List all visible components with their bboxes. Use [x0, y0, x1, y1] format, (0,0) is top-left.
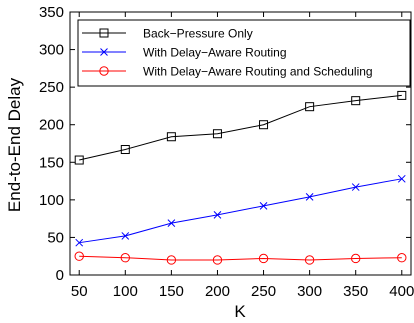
data-point [74, 155, 84, 165]
data-point [74, 251, 84, 261]
x-tick-label: 350 [343, 283, 368, 300]
y-tick-label: 0 [56, 267, 64, 284]
data-point [259, 202, 268, 210]
x-tick-label: 300 [297, 283, 322, 300]
x-axis: 50 100 150 200 250 300 350 400 [71, 12, 414, 300]
legend-box [77, 19, 411, 87]
data-point [166, 255, 177, 265]
data-point [397, 174, 406, 183]
legend-items: Back−Pressure Only With Delay−Aware Routi… [82, 27, 373, 79]
series-layer [74, 90, 407, 265]
data-point [351, 96, 361, 106]
series-3 [74, 251, 407, 265]
series-line [79, 255, 402, 261]
series-1 [74, 90, 407, 165]
legend-marker [99, 66, 109, 76]
y-tick-label: 350 [39, 4, 64, 21]
data-point [212, 129, 222, 139]
y-axis-title: End-to-End Delay [5, 77, 24, 212]
data-point [121, 232, 130, 240]
legend-entry-3: With Delay−Aware Routing and Scheduling [82, 65, 373, 79]
data-point [304, 255, 315, 265]
x-tick-label: 400 [389, 283, 414, 300]
data-point [213, 211, 222, 219]
legend-entry-1: Back−Pressure Only [82, 27, 253, 41]
x-tick-label: 50 [71, 283, 88, 300]
data-point [397, 253, 407, 263]
y-tick-label: 50 [47, 229, 64, 246]
x-tick-label: 150 [159, 283, 184, 300]
y-tick-label: 250 [39, 79, 64, 96]
data-point [305, 192, 314, 201]
data-point [166, 132, 176, 142]
series-2 [75, 174, 406, 247]
legend-marker [100, 48, 108, 56]
legend-marker [99, 28, 109, 38]
series-line [79, 94, 402, 161]
data-point [212, 255, 223, 265]
x-tick-label: 100 [113, 283, 138, 300]
y-tick-label: 200 [39, 117, 64, 134]
x-axis-title: K [234, 302, 246, 321]
data-point [305, 102, 315, 112]
y-tick-label: 100 [39, 192, 64, 209]
series-line [79, 178, 402, 244]
data-point [75, 238, 84, 247]
data-point [351, 253, 361, 264]
legend-label: Back−Pressure Only [143, 27, 253, 41]
data-point [258, 253, 269, 264]
data-point [397, 90, 407, 100]
legend-entry-2: With Delay−Aware Routing [82, 46, 287, 60]
data-point [167, 219, 176, 228]
legend: Back−Pressure Only With Delay−Aware Routi… [77, 19, 411, 87]
data-point [120, 145, 130, 155]
legend-label: With Delay−Aware Routing [143, 46, 287, 60]
data-point [259, 120, 269, 130]
y-tick-label: 150 [39, 154, 64, 171]
y-axis: 0 50 100 150 200 250 300 350 [39, 4, 411, 284]
x-tick-label: 200 [205, 283, 230, 300]
data-point [120, 253, 130, 263]
data-point [351, 183, 360, 191]
legend-label: With Delay−Aware Routing and Scheduling [143, 65, 373, 79]
x-tick-label: 250 [251, 283, 276, 300]
y-tick-label: 300 [39, 42, 64, 59]
